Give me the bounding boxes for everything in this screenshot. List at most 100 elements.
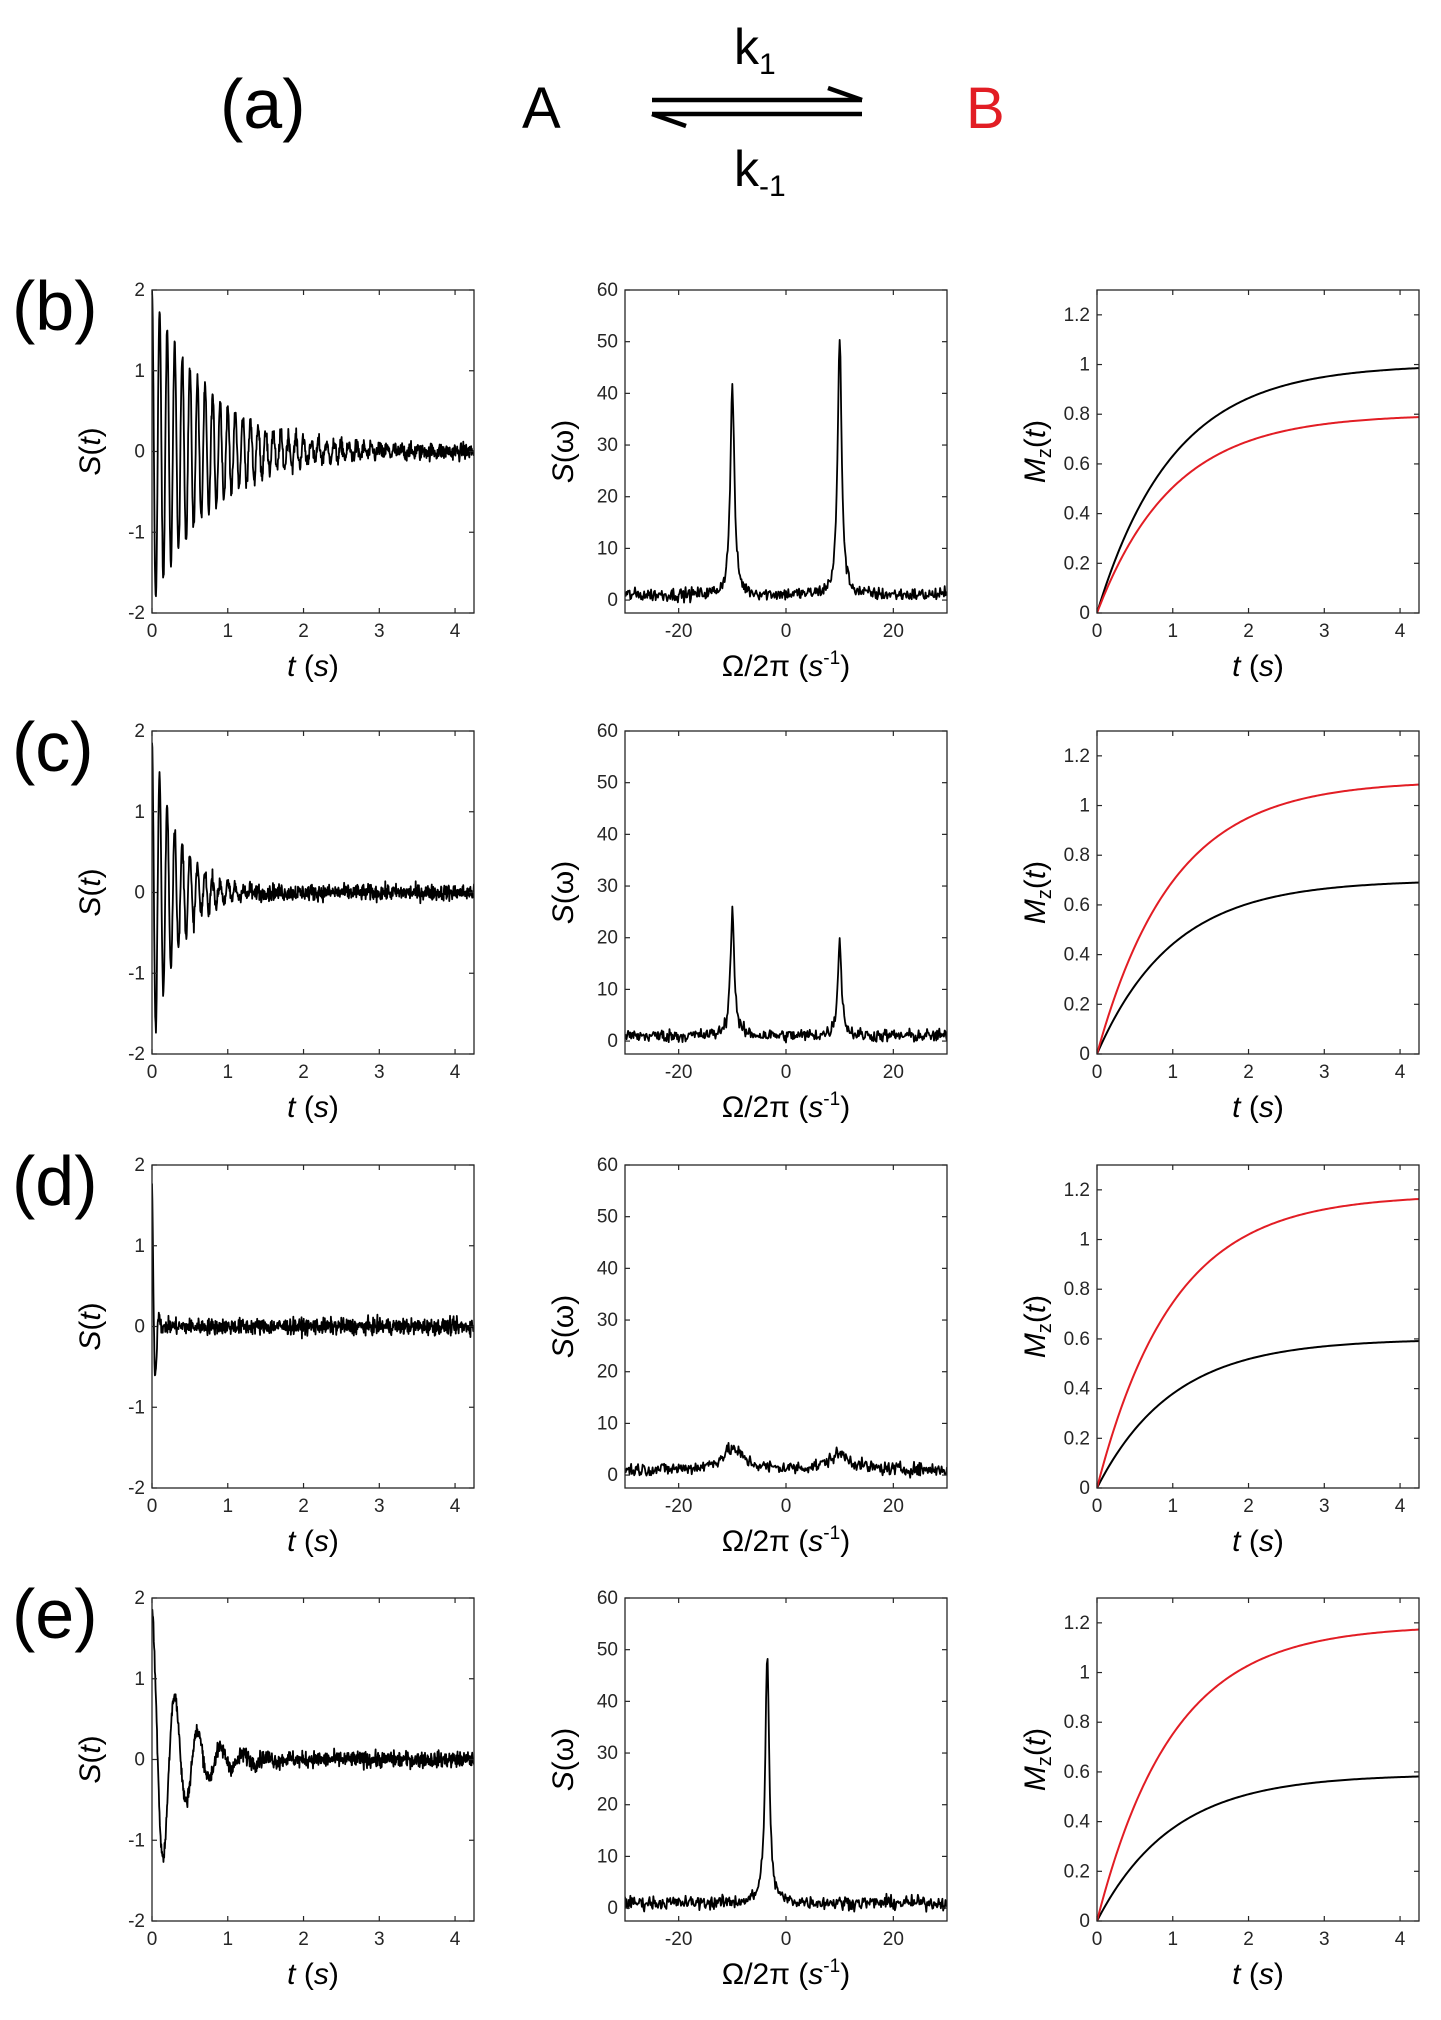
- plot-frame: [1096, 289, 1420, 614]
- y-tick-label: 0: [607, 590, 618, 611]
- magnetization-line-b: [1097, 783, 1419, 1054]
- y-axis-label: S(t): [74, 868, 107, 916]
- x-tick-label: 2: [298, 621, 309, 642]
- rate-k-1-symbol: k: [734, 141, 760, 197]
- x-tick-label: 1: [222, 1496, 233, 1517]
- y-tick-label: 60: [597, 280, 618, 301]
- x-tick-label: -20: [665, 1496, 692, 1517]
- y-tick-label: -2: [128, 1911, 145, 1932]
- x-tick-label: 4: [1395, 1929, 1406, 1950]
- y-tick-label: 20: [597, 487, 618, 508]
- y-axis-label: Mz(t): [1019, 861, 1056, 924]
- x-tick-label: 1: [1167, 621, 1178, 642]
- y-tick-label: 0.6: [1064, 1329, 1090, 1350]
- plot-frame: [1096, 1164, 1420, 1489]
- y-tick-label: 40: [597, 1691, 618, 1712]
- x-tick-label: 20: [883, 1062, 904, 1083]
- rate-k-1-subscript: -1: [759, 170, 786, 203]
- y-tick-label: 0: [134, 883, 145, 904]
- y-tick-label: 0.4: [1064, 945, 1091, 966]
- y-axis-label: S(t): [74, 1302, 107, 1350]
- magnetization-line-a: [1097, 367, 1419, 613]
- y-tick-label: 50: [597, 1640, 618, 1661]
- y-tick-label: 0.2: [1064, 994, 1090, 1015]
- y-tick-label: 30: [597, 1310, 618, 1331]
- y-tick-label: -2: [128, 1478, 145, 1499]
- y-tick-label: 1: [1079, 1663, 1090, 1684]
- spectrum-line: [625, 905, 947, 1044]
- y-tick-label: 20: [597, 1362, 618, 1383]
- x-tick-label: 3: [1319, 1929, 1330, 1950]
- x-tick-label: 3: [1319, 1062, 1330, 1083]
- plot-frame: [624, 1164, 948, 1489]
- y-axis-label: S(ω): [547, 1728, 580, 1791]
- y-tick-label: 0: [607, 1465, 618, 1486]
- subplot-c-magnetization: 0 1 2 3 4 0 0.2 0.4 0.6 0.8 1 1.2 Mz(t) t (s): [1019, 730, 1420, 1124]
- y-tick-label: 60: [597, 1155, 618, 1176]
- y-tick-label: 60: [597, 721, 618, 742]
- rate-constant-forward: k1: [734, 19, 776, 81]
- y-tick-label: 1: [134, 1669, 145, 1690]
- x-tick-label: 0: [781, 621, 792, 642]
- x-axis-label: t (s): [1232, 650, 1284, 683]
- x-tick-label: 3: [374, 621, 385, 642]
- x-tick-label: 20: [883, 621, 904, 642]
- spectrum-line: [625, 339, 947, 604]
- x-tick-label: 1: [1167, 1929, 1178, 1950]
- y-tick-label: 20: [597, 1795, 618, 1816]
- subplot-e-magnetization: 0 1 2 3 4 0 0.2 0.4 0.6 0.8 1 1.2 Mz(t) t (s): [1019, 1597, 1420, 1991]
- y-tick-label: 0: [1079, 603, 1090, 624]
- x-tick-label: 1: [1167, 1062, 1178, 1083]
- y-tick-label: 0: [607, 1031, 618, 1052]
- x-tick-label: 4: [450, 1062, 461, 1083]
- x-axis-label: t (s): [287, 1525, 339, 1558]
- y-tick-label: 1.2: [1064, 746, 1090, 767]
- subplot-d-magnetization: 0 1 2 3 4 0 0.2 0.4 0.6 0.8 1 1.2 Mz(t) t (s): [1019, 1164, 1420, 1558]
- x-tick-label: 3: [1319, 1496, 1330, 1517]
- x-axis-label: t (s): [287, 1958, 339, 1991]
- equilibrium-arrows: [651, 85, 863, 129]
- y-tick-label: 40: [597, 824, 618, 845]
- y-tick-label: 0.2: [1064, 553, 1090, 574]
- rate-k1-subscript: 1: [759, 48, 776, 81]
- x-tick-label: 2: [1243, 1062, 1254, 1083]
- magnetization-line-a: [1097, 1775, 1419, 1921]
- y-tick-label: 0.8: [1064, 845, 1090, 866]
- signal-line: [152, 1608, 474, 1863]
- y-tick-label: -2: [128, 603, 145, 624]
- y-tick-label: 50: [597, 773, 618, 794]
- y-tick-label: 10: [597, 979, 618, 1000]
- x-tick-label: 1: [222, 1062, 233, 1083]
- magnetization-line-b: [1097, 416, 1419, 613]
- y-tick-label: 30: [597, 1743, 618, 1764]
- subplot-c-time-signal: (c) 0 1 2 3 4 -2 -1 0 1 2 S(t) t (s): [12, 708, 475, 1124]
- x-tick-label: 4: [1395, 1062, 1406, 1083]
- x-tick-label: 3: [1319, 621, 1330, 642]
- x-tick-label: 2: [1243, 1496, 1254, 1517]
- y-tick-label: 30: [597, 876, 618, 897]
- x-axis-label: t (s): [287, 1091, 339, 1124]
- y-tick-label: 2: [134, 721, 145, 742]
- y-tick-label: 10: [597, 1413, 618, 1434]
- y-tick-label: 1: [1079, 355, 1090, 376]
- subplot-d-time-signal: (d) 0 1 2 3 4 -2 -1 0 1 2 S(t) t (s): [12, 1142, 475, 1558]
- x-tick-label: 2: [298, 1062, 309, 1083]
- x-tick-label: 0: [147, 1496, 158, 1517]
- x-axis-label: t (s): [1232, 1958, 1284, 1991]
- x-tick-label: 20: [883, 1929, 904, 1950]
- y-tick-label: 1: [1079, 1230, 1090, 1251]
- y-axis-label: S(ω): [547, 1295, 580, 1358]
- x-axis-label: Ω/2π (s-1): [722, 1956, 850, 1991]
- panel-label-b: (b): [12, 267, 98, 345]
- y-tick-label: 30: [597, 435, 618, 456]
- y-tick-label: 40: [597, 383, 618, 404]
- x-axis-label: Ω/2π (s-1): [722, 1523, 850, 1558]
- x-axis-label: t (s): [287, 650, 339, 683]
- x-tick-label: 4: [450, 1929, 461, 1950]
- y-axis-label: S(ω): [547, 861, 580, 924]
- x-tick-label: 0: [1092, 1929, 1103, 1950]
- y-tick-label: 60: [597, 1588, 618, 1609]
- y-tick-label: 0.4: [1064, 1812, 1091, 1833]
- x-tick-label: 2: [298, 1929, 309, 1950]
